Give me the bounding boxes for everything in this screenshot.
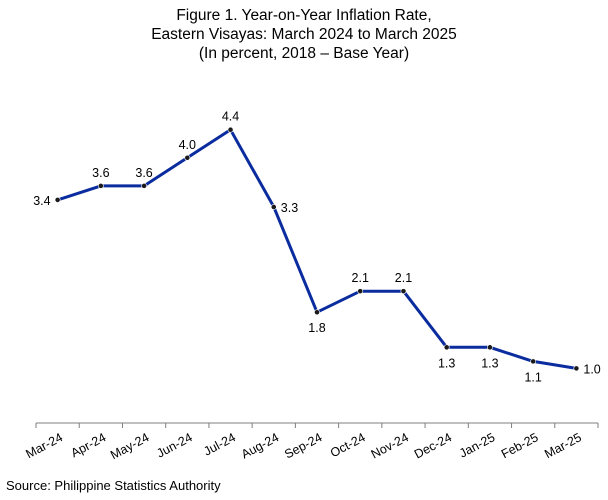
chart-title: Figure 1. Year-on-Year Inflation Rate, E… xyxy=(0,6,608,63)
data-label: 1.1 xyxy=(524,370,541,384)
data-points xyxy=(54,126,580,372)
data-point xyxy=(400,288,407,295)
data-labels: 3.4 3.6 3.6 4.0 4.4 3.3 1.8 2.1 2.1 1.3 1.3 1.1 1.0 xyxy=(33,110,601,385)
data-point xyxy=(487,344,493,351)
x-tick-label: May-24 xyxy=(108,430,151,462)
x-tick-label: Feb-25 xyxy=(499,430,541,461)
data-label: 4.0 xyxy=(179,138,196,152)
x-tick-label: Dec-24 xyxy=(412,430,454,461)
x-tick-label: Aug-24 xyxy=(239,430,281,461)
data-label: 4.4 xyxy=(222,110,239,124)
x-axis-tick-labels: Mar-24 Apr-24 May-24 Jun-24 Jul-24 Aug-24 Sep-… xyxy=(23,430,583,462)
data-label: 1.8 xyxy=(308,321,325,335)
x-tick-label: Sep-24 xyxy=(282,430,324,461)
data-label: 3.3 xyxy=(281,201,298,215)
data-point xyxy=(141,182,147,189)
source-note: Source: Philippine Statistics Authority xyxy=(6,478,221,493)
data-point xyxy=(314,309,320,316)
data-label: 3.6 xyxy=(135,166,152,180)
x-tick-label: Mar-25 xyxy=(542,430,584,461)
data-label: 2.1 xyxy=(352,271,369,285)
x-tick-label: Jul-24 xyxy=(201,430,238,458)
data-point xyxy=(184,154,191,161)
x-tick-label: Nov-24 xyxy=(369,430,411,461)
data-point xyxy=(530,358,537,365)
chart-title-line-1: Figure 1. Year-on-Year Inflation Rate, xyxy=(176,7,432,24)
x-tick-label: Jan-25 xyxy=(457,430,497,460)
x-tick-label: Mar-24 xyxy=(23,430,65,461)
data-label: 3.6 xyxy=(92,166,109,180)
data-point xyxy=(443,344,450,351)
x-tick-label: Oct-24 xyxy=(328,430,368,460)
chart-title-line-3: (In percent, 2018 – Base Year) xyxy=(198,45,410,62)
x-tick-label: Apr-24 xyxy=(69,430,109,460)
data-point xyxy=(227,126,234,133)
data-label: 1.3 xyxy=(481,356,498,370)
data-label: 3.4 xyxy=(33,194,50,208)
data-point xyxy=(573,365,580,372)
data-point xyxy=(54,197,61,203)
data-label: 1.0 xyxy=(583,362,600,376)
data-point xyxy=(270,204,277,210)
line-chart: Mar-24 Apr-24 May-24 Jun-24 Jul-24 Aug-24 Sep-… xyxy=(23,110,601,462)
data-point xyxy=(357,288,364,295)
x-tick-label: Jun-24 xyxy=(154,430,194,460)
data-point xyxy=(97,182,104,189)
x-axis-ticks xyxy=(35,423,599,428)
chart-title-line-2: Eastern Visayas: March 2024 to March 202… xyxy=(151,26,457,43)
data-label: 2.1 xyxy=(395,271,412,285)
data-label: 1.3 xyxy=(438,356,455,370)
